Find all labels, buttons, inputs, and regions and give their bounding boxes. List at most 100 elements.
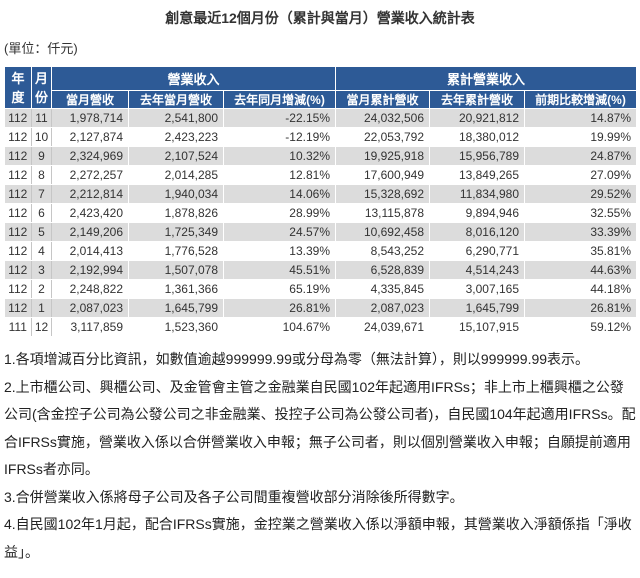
current-month-revenue-cell: 2,324,969 (51, 146, 129, 166)
last-year-cumulative-revenue-cell: 8,016,120 (429, 222, 525, 242)
last-year-month-revenue-cell: 1,725,349 (128, 222, 224, 242)
last-year-cumulative-revenue-cell: 9,894,946 (429, 203, 525, 223)
period-compare-change-cell: 27.09% (524, 165, 638, 185)
period-compare-change-cell: 59.12% (524, 317, 638, 337)
period-compare-change-cell: 24.87% (524, 146, 638, 166)
month-cell: 2 (31, 279, 52, 299)
year-cell: 112 (4, 127, 32, 147)
yoy-month-change-cell: -22.15% (223, 108, 336, 128)
yoy-month-change-cell: 12.81% (223, 165, 336, 185)
unit-label: (單位：仟元) (4, 41, 78, 56)
month-cell: 1 (31, 298, 52, 318)
last-year-month-revenue-cell: 2,014,285 (128, 165, 224, 185)
last-year-cumulative-revenue-cell: 15,107,915 (429, 317, 525, 337)
cumulative-revenue-cell: 2,087,023 (335, 298, 430, 318)
month-cell: 8 (31, 165, 52, 185)
year-cell: 112 (4, 222, 32, 242)
last-year-month-revenue-cell: 2,423,223 (128, 127, 224, 147)
period-compare-change-cell: 44.18% (524, 279, 638, 299)
table-row: 112 11 1,978,714 2,541,800 -22.15% 24,03… (4, 108, 638, 128)
last-year-cumulative-revenue-cell: 6,290,771 (429, 241, 525, 261)
col-header-period-compare-change: 前期比較增減(%) (523, 90, 638, 109)
period-compare-change-cell: 14.87% (524, 108, 638, 128)
table-row: 112 8 2,272,257 2,014,285 12.81% 17,600,… (4, 165, 638, 185)
last-year-month-revenue-cell: 1,940,034 (128, 184, 224, 204)
col-header-year: 年度 (4, 66, 32, 109)
footnote-3: 3.合併營業收入係將母子公司及各子公司間重複營收部分消除後所得數字。 (4, 488, 464, 505)
year-cell: 112 (4, 203, 32, 223)
month-cell: 9 (31, 146, 52, 166)
table-row: 111 12 3,117,859 1,523,360 104.67% 24,03… (4, 317, 638, 337)
monthly-revenue-table: 年度 月份 營業收入 累計營業收入 當月營收 去年當月營收 去年同月增減(%) … (4, 66, 638, 337)
last-year-cumulative-revenue-cell: 3,007,165 (429, 279, 525, 299)
cumulative-revenue-cell: 22,053,792 (335, 127, 430, 147)
year-cell: 112 (4, 108, 32, 128)
cumulative-revenue-cell: 15,328,692 (335, 184, 430, 204)
current-month-revenue-cell: 3,117,859 (51, 317, 129, 337)
current-month-revenue-cell: 2,192,994 (51, 260, 129, 280)
yoy-month-change-cell: 45.51% (223, 260, 336, 280)
current-month-revenue-cell: 2,212,814 (51, 184, 129, 204)
year-cell: 112 (4, 146, 32, 166)
col-header-last-year-cumulative-revenue: 去年累計營收 (429, 90, 525, 109)
last-year-month-revenue-cell: 1,776,528 (128, 241, 224, 261)
month-cell: 5 (31, 222, 52, 242)
table-row: 112 4 2,014,413 1,776,528 13.39% 8,543,2… (4, 241, 638, 261)
table-row: 112 3 2,192,994 1,507,078 45.51% 6,528,8… (4, 260, 638, 280)
period-compare-change-cell: 33.39% (524, 222, 638, 242)
yoy-month-change-cell: 104.67% (223, 317, 336, 337)
last-year-cumulative-revenue-cell: 4,514,243 (429, 260, 525, 280)
month-cell: 3 (31, 260, 52, 280)
col-header-month: 月份 (31, 66, 52, 109)
last-year-month-revenue-cell: 1,878,826 (128, 203, 224, 223)
year-cell: 112 (4, 260, 32, 280)
table-header: 年度 月份 營業收入 累計營業收入 當月營收 去年當月營收 去年同月增減(%) … (4, 66, 638, 109)
col-header-cumulative-revenue: 當月累計營收 (335, 90, 430, 109)
year-cell: 112 (4, 298, 32, 318)
table-body: 112 11 1,978,714 2,541,800 -22.15% 24,03… (4, 108, 638, 337)
period-compare-change-cell: 32.55% (524, 203, 638, 223)
yoy-month-change-cell: -12.19% (223, 127, 336, 147)
page-title: 創意最近12個月份（累計與當月）營業收入統計表 (165, 10, 475, 26)
cumulative-revenue-cell: 8,543,252 (335, 241, 430, 261)
yoy-month-change-cell: 65.19% (223, 279, 336, 299)
table-row: 112 6 2,423,420 1,878,826 28.99% 13,115,… (4, 203, 638, 223)
period-compare-change-cell: 35.81% (524, 241, 638, 261)
month-cell: 12 (31, 317, 52, 337)
current-month-revenue-cell: 2,087,023 (51, 298, 129, 318)
year-cell: 112 (4, 165, 32, 185)
yoy-month-change-cell: 14.06% (223, 184, 336, 204)
period-compare-change-cell: 26.81% (524, 298, 638, 318)
cumulative-revenue-cell: 10,692,458 (335, 222, 430, 242)
month-cell: 6 (31, 203, 52, 223)
last-year-cumulative-revenue-cell: 18,380,012 (429, 127, 525, 147)
period-compare-change-cell: 19.99% (524, 127, 638, 147)
last-year-month-revenue-cell: 2,541,800 (128, 108, 224, 128)
year-cell: 112 (4, 279, 32, 299)
col-group-revenue: 營業收入 (51, 66, 336, 91)
footnote-4: 4.自民國102年1月起，配合IFRSs實施，金控業之營業收入係以淨額申報，其營… (4, 516, 632, 560)
cumulative-revenue-cell: 4,335,845 (335, 279, 430, 299)
period-compare-change-cell: 44.63% (524, 260, 638, 280)
current-month-revenue-cell: 2,248,822 (51, 279, 129, 299)
cumulative-revenue-cell: 24,039,671 (335, 317, 430, 337)
col-header-last-year-month-revenue: 去年當月營收 (128, 90, 224, 109)
month-cell: 4 (31, 241, 52, 261)
table-row: 112 9 2,324,969 2,107,524 10.32% 19,925,… (4, 146, 638, 166)
current-month-revenue-cell: 2,127,874 (51, 127, 129, 147)
cumulative-revenue-cell: 6,528,839 (335, 260, 430, 280)
last-year-cumulative-revenue-cell: 13,849,265 (429, 165, 525, 185)
last-year-cumulative-revenue-cell: 1,645,799 (429, 298, 525, 318)
current-month-revenue-cell: 1,978,714 (51, 108, 129, 128)
period-compare-change-cell: 29.52% (524, 184, 638, 204)
table-row: 112 2 2,248,822 1,361,366 65.19% 4,335,8… (4, 279, 638, 299)
table-row: 112 7 2,212,814 1,940,034 14.06% 15,328,… (4, 184, 638, 204)
col-header-current-month-revenue: 當月營收 (51, 90, 129, 109)
footnotes: 1.各項增減百分比資訊，如數值逾越999999.99或分母為零（無法計算），則以… (4, 346, 636, 566)
col-header-year-label: 年度 (11, 70, 25, 105)
year-cell: 112 (4, 184, 32, 204)
last-year-month-revenue-cell: 1,361,366 (128, 279, 224, 299)
month-cell: 7 (31, 184, 52, 204)
last-year-month-revenue-cell: 1,507,078 (128, 260, 224, 280)
